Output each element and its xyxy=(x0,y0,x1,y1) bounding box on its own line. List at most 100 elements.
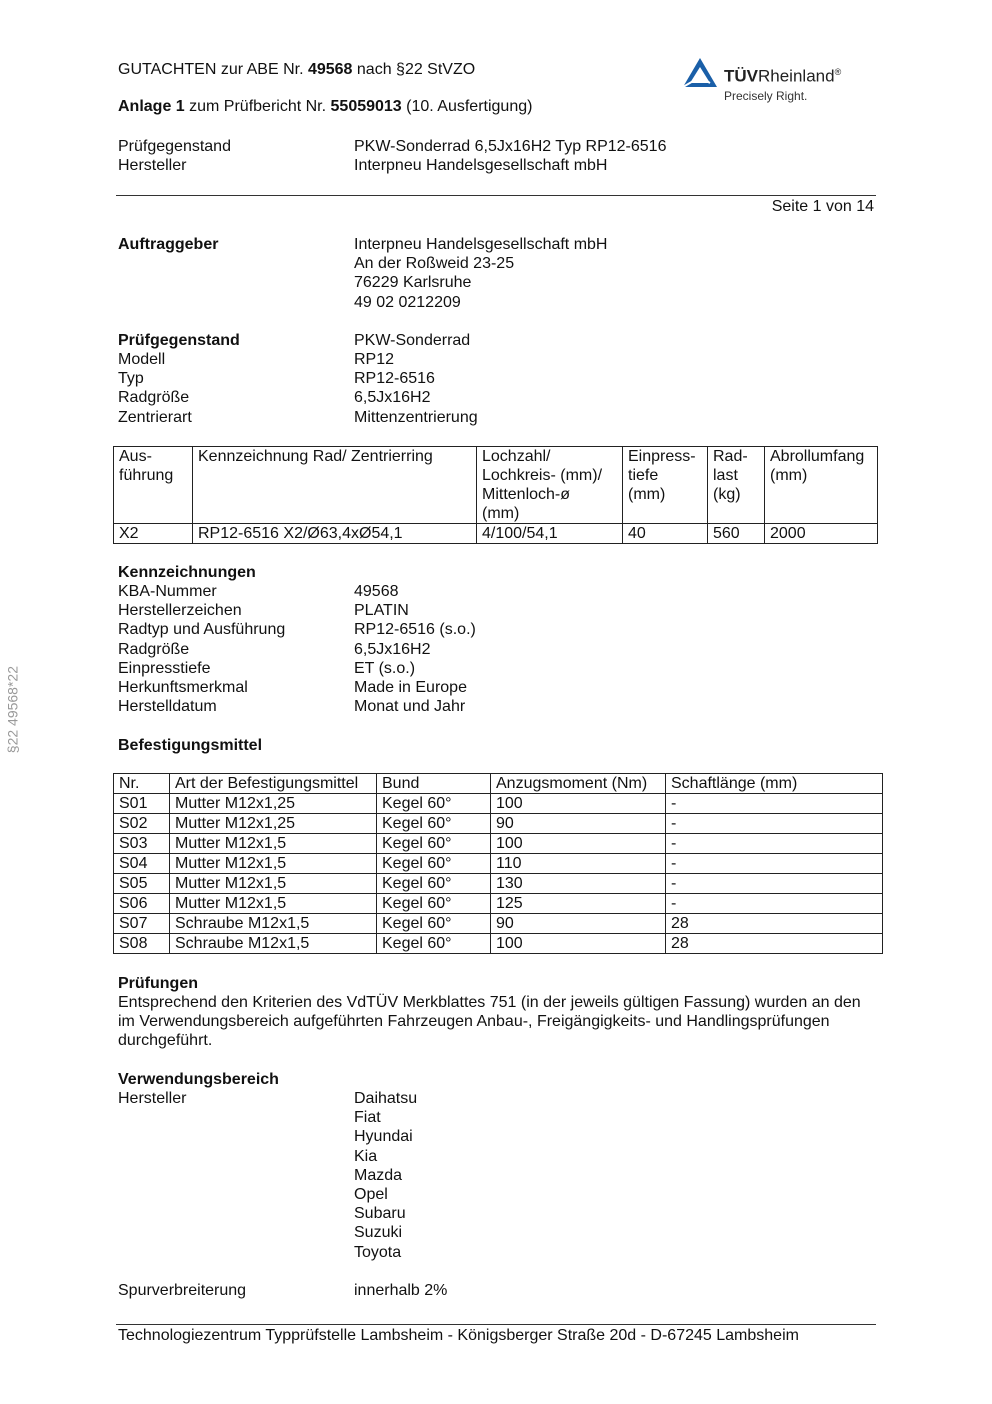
logo-brand: Rheinland xyxy=(758,66,835,86)
cell: 100 xyxy=(490,793,666,814)
cell: S06 xyxy=(113,893,170,914)
cell: Kegel 60° xyxy=(376,833,491,854)
cell: Kegel 60° xyxy=(376,893,491,914)
footer-text: Technologiezentrum Typprüfstelle Lambshe… xyxy=(118,1327,799,1344)
pruefungen-heading: Prüfungen xyxy=(118,975,198,992)
table-header-row: Nr. Art der Befestigungsmittel Bund Anzugsm… xyxy=(113,773,883,794)
pruefgegenstand-row: Prüfgegenstand PKW-Sonderrad xyxy=(118,331,818,350)
label: Modell xyxy=(118,351,166,368)
wheel-table: Aus- führung Kennzeichnung Rad/ Zentrier… xyxy=(113,446,878,544)
value: 6,5Jx16H2 xyxy=(354,389,431,406)
cell: Schraube M12x1,5 xyxy=(169,913,377,934)
cell: - xyxy=(665,793,883,814)
table-row: S01 Mutter M12x1,25 Kegel 60° 100- xyxy=(113,793,883,814)
cell: 560 xyxy=(707,523,765,544)
info-row: Typ RP12-6516 xyxy=(118,369,818,388)
value: ET (s.o.) xyxy=(354,659,416,677)
anlage-label: Anlage 1 xyxy=(118,98,185,115)
hersteller-list: Daihatsu Fiat Hyundai Kia Mazda Opel Subaru Suz… xyxy=(354,1089,417,1262)
value: RP12-6516 (s.o.) xyxy=(354,621,476,639)
cell: Kegel 60° xyxy=(376,793,491,814)
value: PKW-Sonderrad 6,5Jx16H2 Typ RP12-6516 xyxy=(354,138,667,155)
header-cell: Nr. xyxy=(113,773,170,794)
cell: S07 xyxy=(113,913,170,934)
address-line: An der Roßweid 23-25 xyxy=(354,255,515,273)
label: Herstelldatum xyxy=(118,698,217,716)
fastener-table: Nr. Art der Befestigungsmittel Bund Anzugsm… xyxy=(113,773,883,954)
label: Einpresstiefe xyxy=(118,659,211,677)
hersteller-item: Daihatsu xyxy=(354,1090,418,1107)
label: Typ xyxy=(118,370,144,387)
value: innerhalb 2% xyxy=(354,1282,448,1299)
hersteller-item: Toyota xyxy=(354,1243,402,1261)
spur-row: Spurverbreiterung innerhalb 2% xyxy=(118,1281,818,1300)
cell: Kegel 60° xyxy=(376,933,491,954)
cell: S02 xyxy=(113,813,170,834)
kennzeichnung-row: Einpresstiefe ET (s.o.) xyxy=(118,659,818,678)
label: Radgröße xyxy=(118,640,190,658)
auftraggeber-address: Interpneu Handelsgesellschaft mbH An der… xyxy=(354,235,607,312)
tuv-triangle-icon xyxy=(682,58,717,88)
cell: Schraube M12x1,5 xyxy=(169,933,377,954)
cell: S05 xyxy=(113,873,170,894)
cell: - xyxy=(665,833,883,854)
label: KBA-Nummer xyxy=(118,583,217,600)
label: Herstellerzeichen xyxy=(118,602,242,620)
kennzeichnung-row: Radtyp und Ausführung RP12-6516 (s.o.) xyxy=(118,620,818,639)
title-text: nach §22 StVZO xyxy=(352,61,476,78)
subtitle-text: zum Prüfbericht Nr. xyxy=(184,98,331,115)
address-line: 49 02 0212209 xyxy=(354,293,461,311)
tuv-logo: TÜVRheinland® Precisely Right. xyxy=(680,55,870,105)
table-row: S05 Mutter M12x1,5 Kegel 60° 130- xyxy=(113,873,883,894)
header-cell: Bund xyxy=(376,773,491,794)
kennzeichnung-row: Radgröße 6,5Jx16H2 xyxy=(118,640,818,659)
table-row: S04 Mutter M12x1,5 Kegel 60° 110- xyxy=(113,853,883,874)
table-row: S08 Schraube M12x1,5 Kegel 60° 100 28 xyxy=(113,933,883,954)
kennzeichnung-row: Herstelldatum Monat und Jahr xyxy=(118,697,818,716)
label: Zentrierart xyxy=(118,409,192,426)
hersteller-item: Subaru xyxy=(354,1205,406,1223)
label: Herkunftsmerkmal xyxy=(118,679,248,696)
cell: S04 xyxy=(113,853,170,874)
value: Interpneu Handelsgesellschaft mbH xyxy=(354,157,608,174)
befestigungsmittel-heading: Befestigungsmittel xyxy=(118,737,263,754)
cell: 125 xyxy=(490,893,666,914)
cell: 28 xyxy=(665,933,883,954)
hersteller-item: Hyundai xyxy=(354,1128,413,1146)
info-row: Modell RP12 xyxy=(118,350,818,369)
label: Hersteller xyxy=(118,157,187,174)
cell: Mutter M12x1,5 xyxy=(169,833,377,854)
cell: 130 xyxy=(490,873,666,894)
cell: Kegel 60° xyxy=(376,913,491,934)
divider xyxy=(116,195,876,196)
value: PLATIN xyxy=(354,602,409,620)
cell: 28 xyxy=(665,913,883,934)
abe-number: 49568 xyxy=(307,61,353,78)
kennzeichnung-row: Herstellerzeichen PLATIN xyxy=(118,601,818,620)
auftraggeber-label: Auftraggeber xyxy=(118,236,219,253)
table-header-row: Aus- führung Kennzeichnung Rad/ Zentrier… xyxy=(113,446,878,524)
cell: 4/100/54,1 xyxy=(476,523,623,544)
kennzeichnung-row: Herkunftsmerkmal Made in Europe xyxy=(118,678,818,697)
hersteller-label: Hersteller xyxy=(118,1090,187,1107)
report-title: GUTACHTEN zur ABE Nr. 49568 nach §22 StV… xyxy=(118,60,475,79)
footer-divider xyxy=(116,1324,876,1325)
hersteller-item: Mazda xyxy=(354,1166,403,1184)
header-cell: Art der Befestigungsmittel xyxy=(169,773,377,794)
cell: 90 xyxy=(490,913,666,934)
title-text: GUTACHTEN zur ABE Nr. xyxy=(118,61,308,78)
cell: - xyxy=(665,893,883,914)
info-row: Zentrierart Mittenzentrierung xyxy=(118,408,818,427)
table-row: S03 Mutter M12x1,5 Kegel 60° 100- xyxy=(113,833,883,854)
logo-reg: ® xyxy=(834,67,842,77)
table-row: S02 Mutter M12x1,25 Kegel 60° 90- xyxy=(113,813,883,834)
cell: RP12-6516 X2/Ø63,4xØ54,1 xyxy=(192,523,477,544)
cell: Mutter M12x1,5 xyxy=(169,893,377,914)
cell: - xyxy=(665,813,883,834)
cell: - xyxy=(665,873,883,894)
cell: S01 xyxy=(113,793,170,814)
kennzeichnung-row: KBA-Nummer 49568 xyxy=(118,582,818,601)
header-cell: Einpress- tiefe (mm) xyxy=(622,446,708,524)
cell: Mutter M12x1,25 xyxy=(169,793,377,814)
value: Monat und Jahr xyxy=(354,698,466,716)
